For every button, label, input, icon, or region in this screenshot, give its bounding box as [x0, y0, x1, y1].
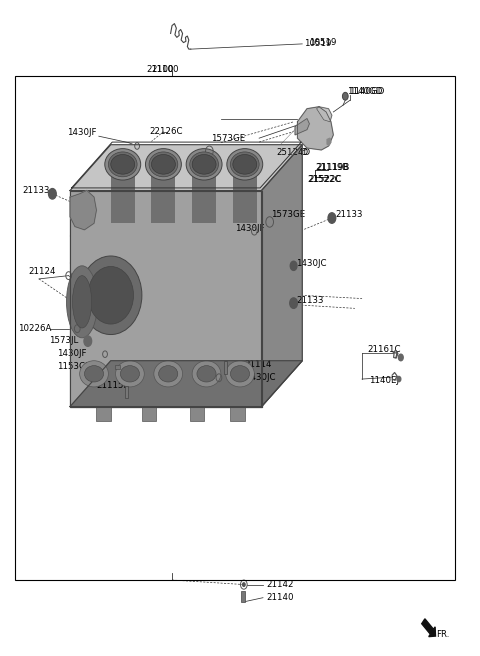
- Text: 21142: 21142: [266, 580, 294, 589]
- Ellipse shape: [192, 361, 221, 387]
- Text: 1430JF: 1430JF: [235, 224, 264, 233]
- Ellipse shape: [230, 365, 250, 382]
- Bar: [190, 407, 204, 421]
- Bar: [241, 591, 245, 602]
- Ellipse shape: [108, 152, 137, 176]
- Ellipse shape: [197, 365, 216, 382]
- Text: 21133: 21133: [22, 186, 50, 195]
- Text: 25124D: 25124D: [276, 148, 310, 157]
- Polygon shape: [70, 190, 262, 407]
- Ellipse shape: [88, 266, 133, 324]
- Polygon shape: [70, 145, 302, 190]
- Bar: [125, 386, 128, 398]
- Text: 21114: 21114: [245, 359, 272, 369]
- Ellipse shape: [80, 256, 142, 335]
- Circle shape: [84, 336, 92, 346]
- Text: 21133: 21133: [297, 296, 324, 305]
- Ellipse shape: [233, 155, 257, 174]
- Text: 25124D: 25124D: [275, 148, 309, 157]
- Text: 1140GD: 1140GD: [349, 87, 384, 96]
- Ellipse shape: [105, 149, 141, 180]
- Ellipse shape: [80, 361, 108, 387]
- Text: 1153CH: 1153CH: [57, 362, 91, 371]
- Circle shape: [397, 377, 401, 382]
- Text: 1140EJ: 1140EJ: [369, 376, 399, 385]
- Bar: [142, 407, 156, 421]
- Text: 21140: 21140: [266, 593, 294, 602]
- Ellipse shape: [192, 155, 216, 174]
- Text: 1573GE: 1573GE: [211, 134, 246, 142]
- Ellipse shape: [227, 149, 263, 180]
- Ellipse shape: [149, 152, 178, 176]
- Text: 21161C: 21161C: [367, 345, 401, 354]
- Text: 10226A: 10226A: [18, 323, 51, 333]
- Polygon shape: [298, 107, 333, 150]
- Text: 1140GD: 1140GD: [347, 87, 383, 96]
- Polygon shape: [262, 145, 302, 407]
- Ellipse shape: [226, 361, 254, 387]
- Ellipse shape: [116, 361, 144, 387]
- Polygon shape: [70, 190, 96, 230]
- Text: 21124: 21124: [28, 267, 56, 276]
- Bar: [15, 76, 456, 580]
- Bar: [115, 365, 120, 369]
- Polygon shape: [327, 138, 331, 146]
- FancyArrow shape: [422, 619, 435, 636]
- Text: 1430JF: 1430JF: [67, 129, 96, 137]
- Text: 21522C: 21522C: [307, 175, 340, 184]
- Ellipse shape: [186, 149, 222, 180]
- Polygon shape: [317, 107, 332, 122]
- Text: 1430JC: 1430JC: [297, 258, 327, 268]
- Text: 21100: 21100: [152, 65, 179, 74]
- Bar: [192, 165, 216, 223]
- Text: 21133: 21133: [336, 211, 363, 219]
- Circle shape: [328, 213, 336, 223]
- Text: 21522C: 21522C: [309, 175, 342, 184]
- Text: 1430JF: 1430JF: [57, 349, 86, 358]
- Ellipse shape: [84, 365, 104, 382]
- Ellipse shape: [230, 152, 259, 176]
- Bar: [111, 165, 135, 223]
- Text: 1573JL: 1573JL: [49, 336, 79, 345]
- Text: FR.: FR.: [436, 630, 450, 639]
- Ellipse shape: [158, 365, 178, 382]
- Ellipse shape: [72, 276, 92, 328]
- Ellipse shape: [67, 266, 97, 338]
- Bar: [96, 407, 111, 421]
- Text: 21115E: 21115E: [96, 381, 130, 390]
- Text: 10519: 10519: [304, 39, 331, 49]
- Polygon shape: [70, 361, 302, 407]
- Circle shape: [290, 298, 298, 308]
- Bar: [230, 407, 245, 421]
- Ellipse shape: [154, 361, 182, 387]
- Ellipse shape: [120, 365, 140, 382]
- Ellipse shape: [145, 149, 181, 180]
- Circle shape: [242, 583, 245, 586]
- Circle shape: [342, 92, 348, 100]
- Ellipse shape: [152, 155, 175, 174]
- Bar: [152, 165, 175, 223]
- Text: 21119B: 21119B: [317, 163, 350, 172]
- Polygon shape: [295, 119, 310, 135]
- Text: 10519: 10519: [310, 38, 337, 47]
- Text: 1573GE: 1573GE: [271, 211, 305, 219]
- Circle shape: [398, 354, 403, 361]
- Text: 22126C: 22126C: [149, 127, 182, 136]
- Ellipse shape: [190, 152, 218, 176]
- Bar: [224, 361, 227, 374]
- Text: 21100: 21100: [147, 65, 174, 74]
- Ellipse shape: [111, 155, 135, 174]
- Text: 21119B: 21119B: [316, 163, 349, 172]
- Bar: [233, 165, 257, 223]
- Text: 1430JC: 1430JC: [245, 373, 276, 382]
- Circle shape: [290, 261, 297, 270]
- Circle shape: [48, 188, 56, 199]
